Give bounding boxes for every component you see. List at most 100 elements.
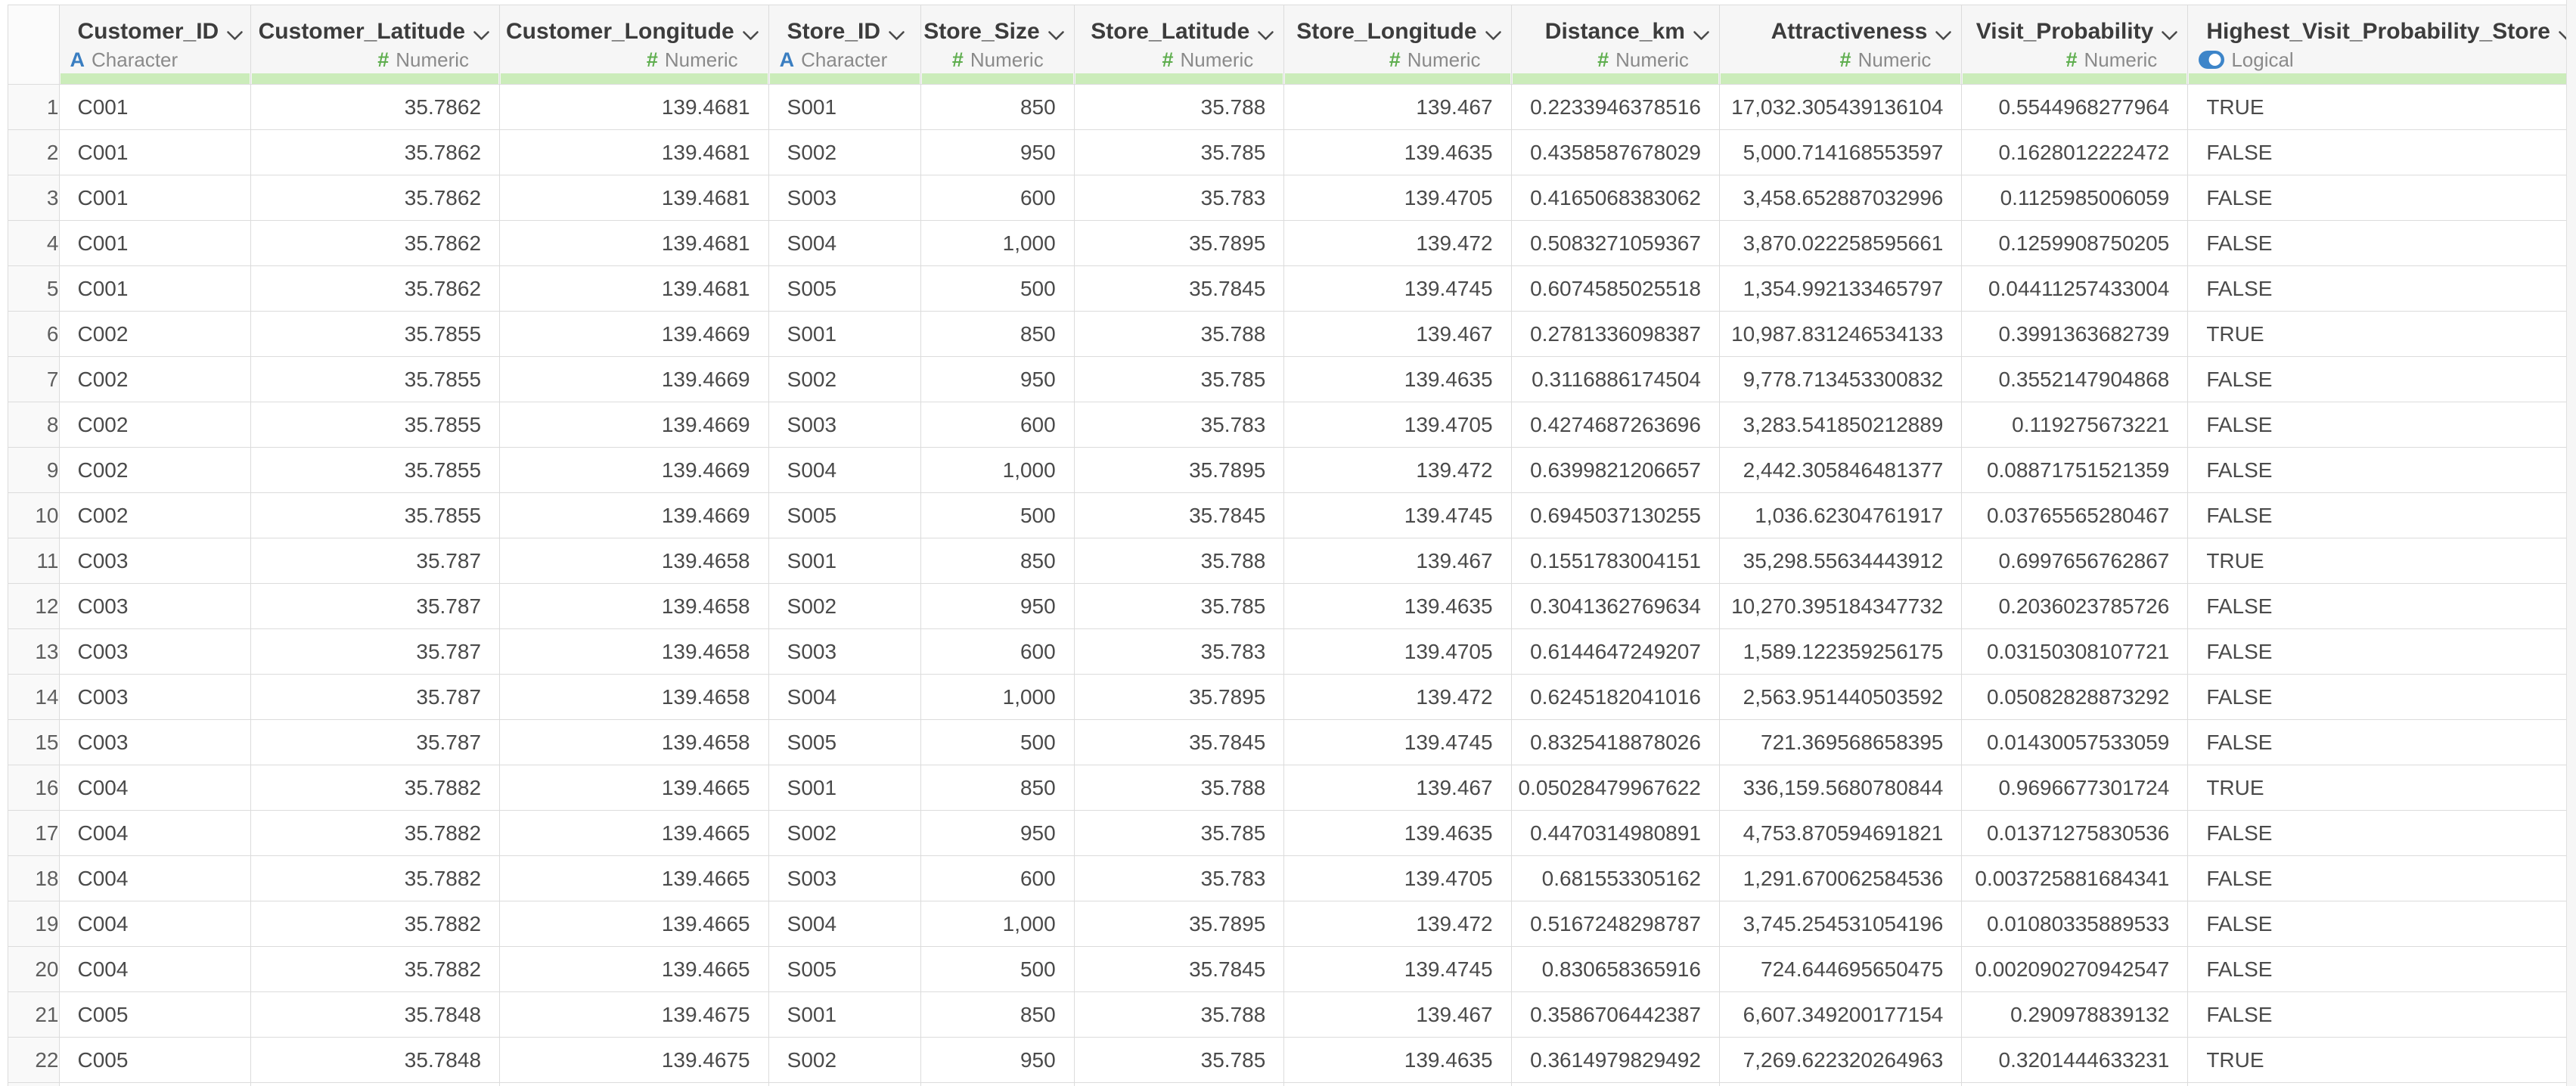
chevron-down-icon[interactable] — [1257, 30, 1274, 42]
cell-highest_visit_probability_store: FALSE — [2187, 447, 2576, 493]
cell-store_size: 850 — [920, 84, 1075, 130]
row-number: 9 — [8, 447, 60, 493]
column-header-store_id[interactable]: Store_ID A Character — [768, 5, 921, 85]
cell-attractiveness: 1,291.670062584536 — [1718, 855, 1963, 901]
chevron-down-icon[interactable] — [473, 30, 490, 42]
cell-customer_latitude: 35.7855 — [250, 402, 501, 448]
cell-highest_visit_probability_store: TRUE — [2187, 84, 2576, 130]
cell-highest_visit_probability_store: TRUE — [2187, 765, 2576, 811]
cell-visit_probability: 0.03150308107721 — [1961, 628, 2189, 675]
cell-store_id: S001 — [768, 765, 921, 811]
column-title: Attractiveness — [1771, 19, 1928, 44]
cell-customer_longitude: 139.4669 — [499, 311, 769, 357]
cell-store_size: 1,000 — [920, 447, 1075, 493]
table-row: 16 C004 35.7882 139.4665 S001 850 35.788 139.46… — [8, 765, 2576, 811]
cell-distance_km: 0.830658365916 — [1510, 946, 1720, 992]
column-summary-bar — [769, 73, 920, 84]
cell-customer_longitude: 139.4658 — [499, 719, 769, 765]
column-type-label: Logical — [2231, 48, 2294, 71]
cell-customer_latitude: 35.787 — [250, 674, 501, 720]
cell-distance_km: 0.5083271059367 — [1510, 220, 1720, 266]
cell-store_latitude: 35.7845 — [1073, 946, 1285, 992]
row-number: 19 — [8, 901, 60, 947]
cell-store_latitude: 35.783 — [1073, 175, 1285, 221]
column-header-store_longitude[interactable]: Store_Longitude # Numeric — [1283, 5, 1512, 85]
cell-store_longitude: 139.4745 — [1283, 492, 1512, 538]
cell-highest_visit_probability_store: FALSE — [2187, 674, 2576, 720]
column-header-customer_longitude[interactable]: Customer_Longitude # Numeric — [499, 5, 769, 85]
cell-visit_probability: 0.9696677301724 — [1961, 765, 2189, 811]
chevron-down-icon[interactable] — [888, 30, 905, 42]
numeric-type-icon: # — [646, 48, 658, 71]
column-title: Store_Longitude — [1296, 19, 1477, 44]
cell-store_latitude: 35.7845 — [1073, 492, 1285, 538]
column-title: Store_ID — [787, 19, 881, 44]
cell-distance_km: 0.3614979829492 — [1510, 1037, 1720, 1083]
cell-store_longitude: 139.4635 — [1283, 1037, 1512, 1083]
cell-distance_km: 0.6144647249207 — [1510, 628, 1720, 675]
cell-visit_probability: 0.2036023785726 — [1961, 583, 2189, 629]
cell-store_longitude: 139.472 — [1283, 674, 1512, 720]
column-title: Customer_Longitude — [505, 19, 734, 44]
cell-distance_km: 0.4274687263696 — [1510, 402, 1720, 448]
column-title: Customer_Latitude — [258, 19, 466, 44]
cell-store_latitude: 35.785 — [1073, 356, 1285, 402]
column-header-attractiveness[interactable]: Attractiveness # Numeric — [1718, 5, 1963, 85]
cell-highest_visit_probability_store: FALSE — [2187, 175, 2576, 221]
cell-distance_km: 0.6245182041016 — [1510, 674, 1720, 720]
cell-attractiveness: 17,032.305439136104 — [1718, 84, 1963, 130]
cell-store_longitude: 139.4705 — [1283, 628, 1512, 675]
chevron-down-icon[interactable] — [742, 30, 759, 42]
cell-highest_visit_probability_store: FALSE — [2187, 220, 2576, 266]
chevron-down-icon[interactable] — [1935, 30, 1952, 42]
cell-customer_longitude: 139.4665 — [499, 855, 769, 901]
character-type-icon: A — [779, 48, 795, 71]
cell-customer_latitude: 35.7882 — [250, 810, 501, 856]
cell-empty — [1718, 1082, 1963, 1086]
column-header-store_latitude[interactable]: Store_Latitude # Numeric — [1073, 5, 1285, 85]
chevron-down-icon[interactable] — [226, 30, 244, 42]
column-summary-bar — [251, 73, 499, 84]
cell-empty — [920, 1082, 1075, 1086]
cell-visit_probability: 0.3991363682739 — [1961, 311, 2189, 357]
chevron-down-icon[interactable] — [1693, 30, 1710, 42]
cell-customer_longitude: 139.4665 — [499, 810, 769, 856]
cell-highest_visit_probability_store: TRUE — [2187, 311, 2576, 357]
cell-customer_id: C002 — [58, 447, 251, 493]
cell-customer_longitude: 139.4681 — [499, 220, 769, 266]
chevron-down-icon[interactable] — [2161, 30, 2178, 42]
chevron-down-icon[interactable] — [1047, 30, 1065, 42]
cell-store_size: 600 — [920, 628, 1075, 675]
character-type-icon: A — [70, 48, 85, 71]
cell-customer_longitude: 139.4681 — [499, 265, 769, 312]
column-header-highest_visit_probability_store[interactable]: Highest_Visit_Probability_Store Logical — [2187, 5, 2576, 85]
table-row: 14 C003 35.787 139.4658 S004 1,000 35.7895 139.… — [8, 674, 2576, 720]
column-header-customer_id[interactable]: Customer_ID A Character — [58, 5, 251, 85]
cell-distance_km: 0.5167248298787 — [1510, 901, 1720, 947]
chevron-down-icon[interactable] — [1485, 30, 1502, 42]
cell-store_latitude: 35.788 — [1073, 765, 1285, 811]
row-number: 6 — [8, 311, 60, 357]
column-header-customer_latitude[interactable]: Customer_Latitude # Numeric — [250, 5, 501, 85]
cell-store_size: 1,000 — [920, 901, 1075, 947]
cell-customer_longitude: 139.4669 — [499, 356, 769, 402]
cell-store_id: S002 — [768, 810, 921, 856]
cell-visit_probability: 0.290978839132 — [1961, 991, 2189, 1038]
vertical-scrollbar-track[interactable] — [2566, 0, 2576, 1086]
column-header-distance_km[interactable]: Distance_km # Numeric — [1510, 5, 1720, 85]
column-header-store_size[interactable]: Store_Size # Numeric — [920, 5, 1075, 85]
row-number: 22 — [8, 1037, 60, 1083]
cell-empty — [1283, 1082, 1512, 1086]
column-summary-bar — [501, 73, 768, 84]
cell-store_latitude: 35.788 — [1073, 538, 1285, 584]
row-number: 13 — [8, 628, 60, 675]
cell-store_latitude: 35.7895 — [1073, 901, 1285, 947]
cell-store_id: S002 — [768, 1037, 921, 1083]
cell-customer_longitude: 139.4669 — [499, 492, 769, 538]
cell-store_id: S004 — [768, 901, 921, 947]
cell-attractiveness: 5,000.714168553597 — [1718, 129, 1963, 175]
column-header-visit_probability[interactable]: Visit_Probability # Numeric — [1961, 5, 2189, 85]
column-summary-bar — [1075, 73, 1283, 84]
cell-distance_km: 0.4470314980891 — [1510, 810, 1720, 856]
cell-distance_km: 0.2781336098387 — [1510, 311, 1720, 357]
